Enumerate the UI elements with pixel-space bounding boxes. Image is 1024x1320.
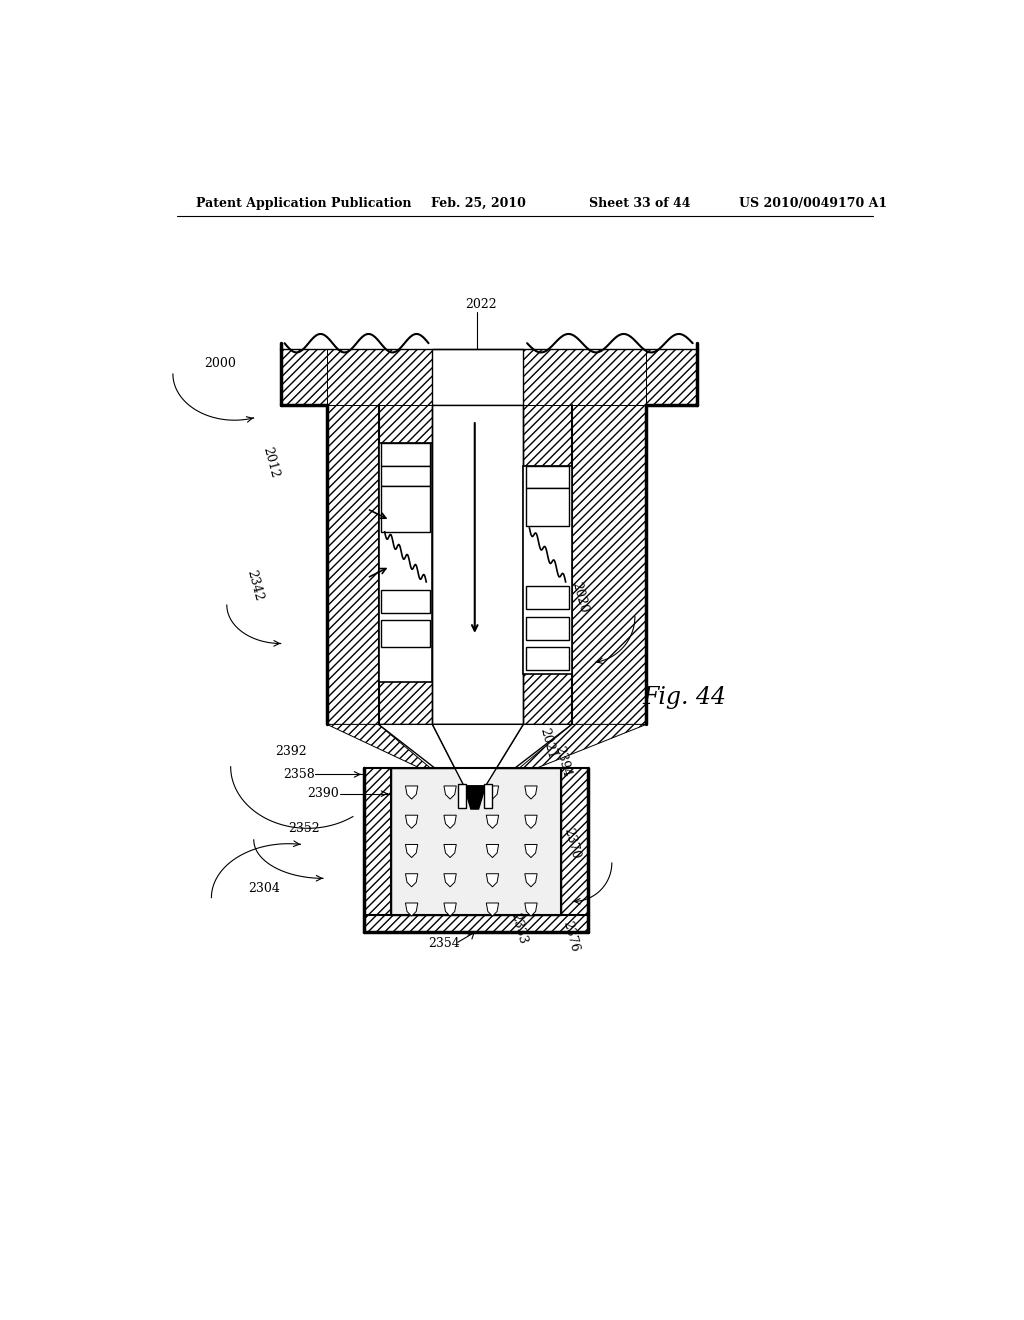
Polygon shape: [327, 725, 458, 785]
Polygon shape: [486, 816, 499, 829]
Polygon shape: [486, 874, 499, 887]
Text: 2392: 2392: [275, 744, 307, 758]
Polygon shape: [524, 903, 538, 916]
Bar: [379, 444, 432, 682]
Bar: [525, 616, 569, 640]
Polygon shape: [492, 725, 646, 785]
Polygon shape: [444, 845, 457, 858]
Text: Sheet 33 of 44: Sheet 33 of 44: [589, 197, 690, 210]
Text: 2376: 2376: [560, 919, 581, 953]
Polygon shape: [486, 903, 499, 916]
Polygon shape: [406, 845, 418, 858]
Text: 2370: 2370: [562, 826, 583, 861]
Polygon shape: [444, 874, 457, 887]
Bar: [525, 647, 569, 671]
Polygon shape: [524, 874, 538, 887]
Bar: [381, 590, 430, 612]
Polygon shape: [524, 816, 538, 829]
Bar: [525, 466, 569, 488]
Polygon shape: [406, 903, 418, 916]
Polygon shape: [381, 466, 430, 486]
Polygon shape: [561, 768, 588, 932]
Polygon shape: [485, 725, 571, 785]
Polygon shape: [444, 785, 457, 799]
Text: 2352: 2352: [289, 822, 321, 834]
Polygon shape: [327, 350, 432, 405]
Bar: [391, 768, 561, 915]
Bar: [525, 488, 569, 527]
Text: 2394: 2394: [553, 744, 573, 779]
Bar: [381, 620, 430, 647]
Text: 2000: 2000: [204, 358, 236, 371]
Polygon shape: [364, 915, 588, 932]
Text: 2021: 2021: [538, 726, 558, 760]
Bar: [458, 784, 466, 808]
Bar: [381, 486, 430, 532]
Bar: [523, 466, 571, 675]
Polygon shape: [281, 350, 327, 405]
Polygon shape: [379, 405, 432, 725]
Text: 2342: 2342: [245, 569, 265, 603]
Text: 2358: 2358: [283, 768, 314, 781]
Polygon shape: [406, 816, 418, 829]
Bar: [381, 444, 430, 466]
Polygon shape: [523, 350, 646, 405]
Text: 2390: 2390: [307, 787, 339, 800]
Text: 2020: 2020: [569, 581, 590, 614]
Bar: [432, 405, 523, 725]
Polygon shape: [524, 785, 538, 799]
Text: US 2010/0049170 A1: US 2010/0049170 A1: [739, 197, 887, 210]
Polygon shape: [486, 845, 499, 858]
Text: Fig. 44: Fig. 44: [643, 686, 727, 709]
Text: 2354: 2354: [429, 937, 461, 950]
Polygon shape: [486, 785, 499, 799]
Polygon shape: [524, 845, 538, 858]
Polygon shape: [379, 725, 464, 785]
Polygon shape: [464, 785, 485, 809]
Text: 2304: 2304: [249, 882, 281, 895]
Polygon shape: [571, 405, 646, 725]
Polygon shape: [444, 816, 457, 829]
Polygon shape: [364, 768, 391, 932]
Text: 2012: 2012: [260, 446, 281, 479]
Text: 2022: 2022: [466, 298, 497, 312]
Polygon shape: [523, 405, 571, 725]
Text: Patent Application Publication: Patent Application Publication: [196, 197, 412, 210]
Bar: [525, 586, 569, 609]
Polygon shape: [327, 405, 379, 725]
Text: 2333: 2333: [508, 911, 528, 945]
Text: Feb. 25, 2010: Feb. 25, 2010: [431, 197, 525, 210]
Polygon shape: [432, 725, 523, 785]
Polygon shape: [406, 785, 418, 799]
Polygon shape: [646, 350, 696, 405]
Polygon shape: [406, 874, 418, 887]
Bar: [484, 784, 492, 808]
Bar: [432, 350, 523, 405]
Polygon shape: [444, 903, 457, 916]
